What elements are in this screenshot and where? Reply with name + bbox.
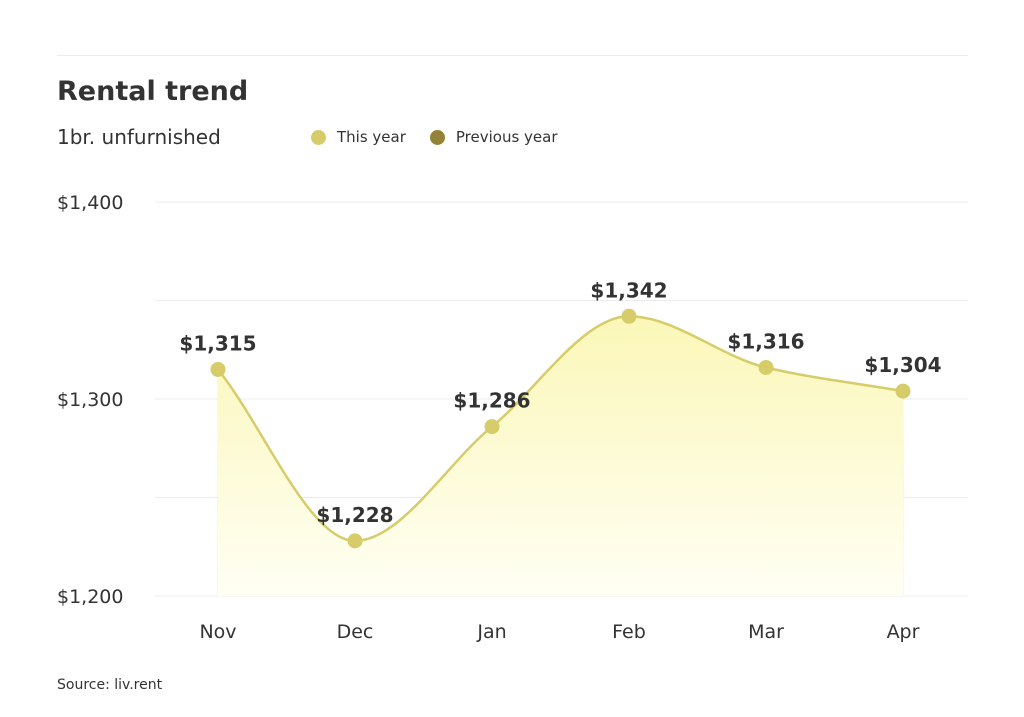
y-tick-label: $1,300 — [57, 389, 123, 411]
data-label-feb: $1,342 — [590, 278, 667, 302]
chart-subtitle: 1br. unfurnished — [57, 125, 221, 149]
legend: This year Previous year — [311, 127, 558, 147]
y-tick-label: $1,400 — [57, 192, 123, 214]
data-label-layer: $1,315 $1,228 $1,286 $1,342 $1,316 $1,304 — [179, 278, 941, 527]
x-tick-label-nov: Nov — [199, 621, 236, 643]
legend-label-this-year: This year — [337, 128, 406, 146]
legend-swatch-this-year — [311, 129, 326, 145]
data-point-apr — [895, 383, 911, 399]
data-point-nov — [210, 361, 226, 377]
y-tick-label: $1,200 — [57, 586, 123, 608]
legend-label-previous-year: Previous year — [455, 128, 558, 146]
point-layer — [210, 308, 911, 549]
x-tick-label-mar: Mar — [748, 621, 784, 643]
data-label-dec: $1,228 — [316, 503, 393, 527]
x-tick-label-jan: Jan — [476, 621, 506, 643]
x-tick-label-apr: Apr — [887, 621, 920, 643]
data-point-feb — [621, 308, 637, 324]
data-label-apr: $1,304 — [864, 353, 941, 377]
x-tick-label-feb: Feb — [612, 621, 646, 643]
series-area-this-year — [218, 316, 903, 596]
data-label-jan: $1,286 — [453, 389, 530, 413]
area-layer — [218, 316, 903, 596]
data-point-jan — [484, 419, 500, 435]
data-point-mar — [758, 359, 774, 375]
x-tick-layer: Nov Dec Jan Feb Mar Apr — [199, 621, 919, 643]
x-tick-label-dec: Dec — [337, 621, 374, 643]
legend-item-this-year[interactable]: This year — [311, 128, 406, 146]
source-note: Source: liv.rent — [57, 677, 163, 693]
legend-item-previous-year[interactable]: Previous year — [429, 128, 558, 146]
y-tick-layer: $1,200 $1,300 $1,400 — [57, 192, 123, 608]
data-label-mar: $1,316 — [727, 329, 804, 353]
legend-swatch-previous-year — [429, 129, 445, 145]
data-point-dec — [347, 533, 363, 549]
top-divider — [57, 55, 968, 56]
data-label-nov: $1,315 — [179, 331, 256, 355]
chart-title: Rental trend — [57, 76, 249, 107]
